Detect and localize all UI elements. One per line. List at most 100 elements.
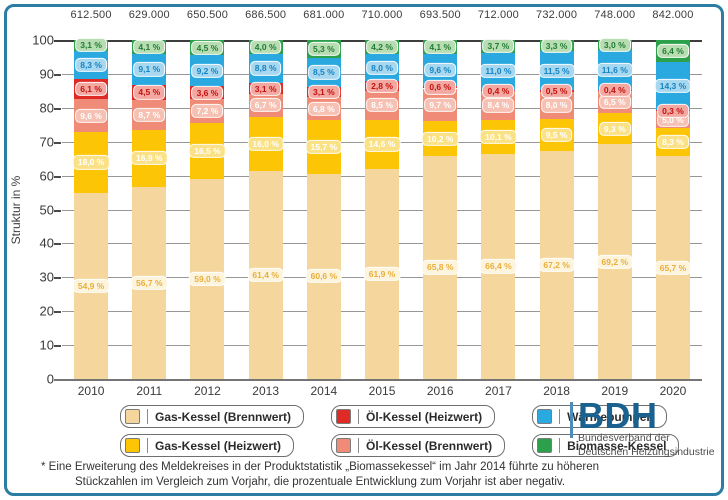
y-axis-tick-label: 60 [39,168,54,184]
stacked-bar-2020: 65,7 % 8,3 % 5,0 % 0,3 % 14,3 % 6,4 % [654,40,692,379]
segment-label: 4,5 % [133,85,166,100]
x-axis-label-2012: 2012 [194,384,221,398]
footnote-line-1: * Eine Erweiterung des Meldekreises in d… [40,461,599,473]
bar-segment: 0,4 % [597,83,632,98]
segment-label: 8,4 % [482,98,515,113]
segment-label: 66,4 % [480,259,517,274]
bar-segment: 66,4 % [480,153,517,379]
x-axis-label-2011: 2011 [136,384,163,398]
y-tick [54,175,61,178]
segment-label: 11,0 % [480,64,517,79]
segment-label: 4,2 % [366,40,398,55]
bar-segment: 10,2 % [421,121,459,156]
segment-label: 61,4 % [247,267,284,283]
x-axis-label-2013: 2013 [252,384,279,398]
segment-label: 8,5 % [307,65,340,80]
x-axis-label-2014: 2014 [310,384,338,398]
footnote: * Eine Erweiterung des Meldekreises in d… [14,460,626,490]
bar-segment: 11,6 % [596,50,633,90]
bar-total: 693.500 [419,9,461,21]
bar-total: 650.500 [186,9,229,21]
bar-total: 686.500 [245,9,287,21]
segment-label: 14,3 % [654,78,692,94]
y-tick [54,277,61,280]
legend: Gas-Kessel (Brennwert) Öl-Kessel (Heizwer… [120,405,680,457]
bar-segment: 14,3 % [654,61,692,111]
legend-item: Gas-Kessel (Heizwert) [120,434,295,457]
legend-label: Gas-Kessel (Heizwert) [155,438,282,453]
segment-label: 18,0 % [72,155,110,170]
bar-total: 732.000 [536,9,578,21]
segment-label: 10,2 % [421,131,459,146]
y-tick [54,141,61,144]
logo-subline-2: Deutschen Heizungsindustrie [578,445,715,458]
stacked-bar-2017: 66,4 % 10,1 % 8,4 % 0,4 % 11,0 % 3,7 % [480,39,517,379]
legend-item: Gas-Kessel (Brennwert) [120,405,305,428]
bar-segment: 65,8 % [421,155,459,379]
legend-swatch [336,438,352,453]
x-axis-label-2010: 2010 [77,384,105,398]
bar-column-2020: 65,7 % 8,3 % 5,0 % 0,3 % 14,3 % 6,4 % [644,40,702,379]
bar-column-2017: 66,4 % 10,1 % 8,4 % 0,4 % 11,0 % 3,7 % [469,39,527,379]
bar-segment: 4,0 % [248,39,283,54]
segment-label: 65,7 % [654,260,692,275]
legend-separator [559,409,561,424]
bar-segment: 0,6 % [423,80,458,95]
bar-segment: 8,8 % [248,53,283,84]
segment-label: 8,8 % [249,61,282,76]
bar-segment: 8,5 % [306,57,341,87]
y-axis-tick-label: 0 [46,371,54,387]
segment-label: 9,1 % [133,62,166,77]
y-tick [54,73,61,76]
legend-label: Öl-Kessel (Heizwert) [366,409,483,424]
bar-segment: 8,3 % [74,50,109,79]
segment-label: 5,3 % [307,41,340,57]
stacked-bar-2013: 61,4 % 16,0 % 6,7 % 3,1 % 8,8 % 4,0 % [247,39,284,379]
bar-segment: 9,6 % [74,99,109,132]
segment-label: 8,0 % [540,98,573,113]
bar-segment: 8,3 % [655,128,690,157]
bar-segment: 15,7 % [305,120,343,174]
stacked-bar-2019: 69,2 % 9,3 % 6,5 % 0,4 % 11,6 % 3,0 % [596,38,634,379]
bar-segment: 16,9 % [131,129,168,187]
y-axis-tick-label: 80 [39,100,54,116]
segment-label: 0,6 % [424,80,457,95]
segment-label: 8,7 % [133,107,166,122]
bar-segment: 11,5 % [538,51,575,91]
segment-label: 6,7 % [249,98,282,113]
legend-item: Öl-Kessel (Brennwert) [331,434,506,457]
segment-label: 6,1 % [75,81,107,97]
segment-label: 60,6 % [305,269,343,284]
logo-acronym: BDH [578,395,658,436]
bar-segment: 9,3 % [597,112,632,145]
y-axis-tick-label: 90 [39,66,54,82]
bar-segment: 6,7 % [248,93,283,117]
segment-label: 11,5 % [538,63,575,78]
stacked-bar-2010: 54,9 % 18,0 % 9,6 % 6,1 % 8,3 % 3,1 % [72,38,110,379]
bar-column-2014: 60,6 % 15,7 % 6,8 % 3,1 % 8,5 % 5,3 % [295,40,353,379]
bar-column-2019: 69,2 % 9,3 % 6,5 % 0,4 % 11,6 % 3,0 % [586,38,644,379]
segment-label: 9,3 % [598,121,631,136]
plot-area: 54,9 % 18,0 % 9,6 % 6,1 % 8,3 % 3,1 % 56,7 % 16… [54,38,702,381]
segment-label: 8,3 % [657,135,689,150]
segment-label: 65,8 % [421,260,459,275]
segment-label: 14,6 % [363,137,401,152]
y-tick [54,107,61,110]
bar-total: 748.000 [594,9,636,21]
segment-label: 59,0 % [189,271,226,287]
y-axis-tick-label: 10 [39,337,54,353]
y-axis: 0 10 20 30 40 50 60 70 80 90 100 [14,33,54,387]
y-axis-title: Struktur in % [9,175,23,245]
segment-label: 6,8 % [307,101,340,116]
segment-label: 3,3 % [540,38,573,53]
bar-segment: 67,2 % [538,151,575,379]
legend-swatch [125,409,140,424]
bar-segment: 61,4 % [247,170,284,379]
segment-label: 16,0 % [247,136,284,151]
y-tick [54,345,61,348]
bar-column-2010: 54,9 % 18,0 % 9,6 % 6,1 % 8,3 % 3,1 % [62,38,120,379]
gridline-0 [54,379,702,381]
legend-label: Wärmepumpen [567,409,654,424]
segment-label: 7,2 % [191,103,224,118]
bar-segment: 16,0 % [247,116,284,171]
